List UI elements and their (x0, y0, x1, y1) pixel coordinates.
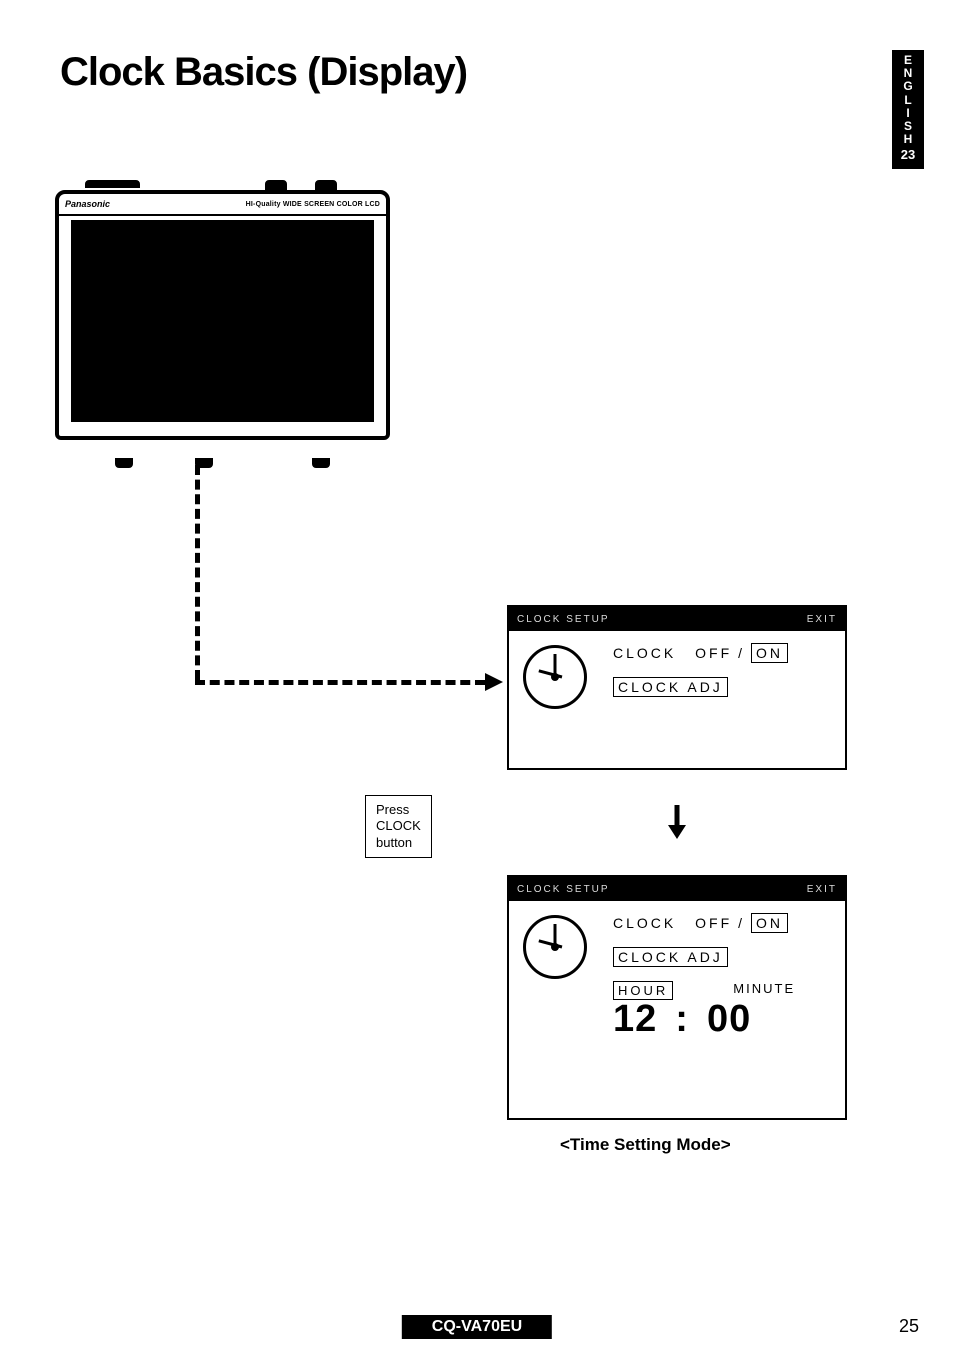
device-header: Panasonic HI-Quality WIDE SCREEN COLOR L… (59, 194, 386, 216)
clock-label: CLOCK (613, 645, 676, 661)
page-title: Clock Basics (Display) (60, 50, 467, 95)
device-screen (71, 220, 374, 422)
arrow-down-icon (665, 805, 689, 839)
panel-title-bar: CLOCK SETUP EXIT (509, 607, 845, 631)
bar-right: EXIT (807, 884, 837, 895)
screen-panel-1: CLOCK SETUP EXIT CLOCK OFF/ON CLOCK ADJ (507, 605, 847, 770)
lang-h: H (892, 133, 924, 146)
bar-left: CLOCK SETUP (517, 614, 610, 625)
page-number: 25 (899, 1316, 919, 1337)
device-leg (115, 458, 133, 468)
clock-adj-button[interactable]: CLOCK ADJ (613, 677, 728, 697)
time-separator: : (675, 998, 689, 1041)
instruction-line: button (376, 835, 421, 851)
device-knob (265, 180, 287, 190)
device-knob (85, 180, 140, 188)
clock-onoff-row: CLOCK OFF/ON (613, 913, 831, 933)
footer-model: CQ-VA70EU (402, 1315, 552, 1339)
hour-value: 12 (613, 998, 657, 1041)
clock-label: CLOCK (613, 915, 676, 931)
bar-left: CLOCK SETUP (517, 884, 610, 895)
connector-horizontal (195, 680, 485, 685)
model-text: HI-Quality WIDE SCREEN COLOR LCD (246, 201, 380, 208)
clock-adj-row: CLOCK ADJ (613, 947, 831, 967)
instruction-box: Press CLOCK button (365, 795, 432, 858)
clock-adj-button[interactable]: CLOCK ADJ (613, 947, 728, 967)
device-knob (315, 180, 337, 190)
device-leg (312, 458, 330, 468)
device-frame: Panasonic HI-Quality WIDE SCREEN COLOR L… (55, 190, 390, 440)
panel-caption: <Time Setting Mode> (560, 1135, 731, 1155)
bar-right: EXIT (807, 614, 837, 625)
instruction-line: CLOCK (376, 818, 421, 834)
clock-onoff-row: CLOCK OFF/ON (613, 643, 831, 663)
off-label: OFF (695, 645, 732, 661)
screen-panel-2: CLOCK SETUP EXIT CLOCK OFF/ON CLOCK ADJ … (507, 875, 847, 1120)
device-illustration: Panasonic HI-Quality WIDE SCREEN COLOR L… (55, 190, 390, 465)
lang-l: L (892, 94, 924, 107)
connector-vertical (195, 465, 200, 680)
arrow-right-icon (485, 670, 509, 694)
clock-adj-row: CLOCK ADJ (613, 677, 831, 697)
on-button[interactable]: ON (751, 643, 788, 663)
clock-icon (523, 645, 587, 709)
language-tab: E N G L I S H 23 (892, 50, 924, 169)
on-button[interactable]: ON (751, 913, 788, 933)
off-label: OFF (695, 915, 732, 931)
lang-g: G (892, 80, 924, 93)
brand-label: Panasonic (65, 199, 110, 209)
time-setting-row: HOUR MINUTE 12 : 00 (613, 981, 831, 1041)
minute-value: 00 (707, 998, 751, 1041)
instruction-line: Press (376, 802, 421, 818)
panel-title-bar: CLOCK SETUP EXIT (509, 877, 845, 901)
lang-i: I (892, 107, 924, 120)
section-number: 23 (892, 148, 924, 162)
clock-icon (523, 915, 587, 979)
